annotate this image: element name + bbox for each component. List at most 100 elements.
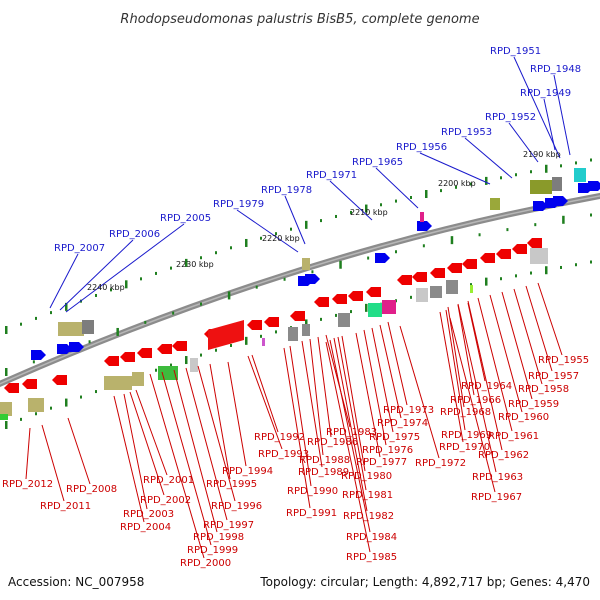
reverse-gene <box>397 275 412 285</box>
top-gene-label: RPD_2005 <box>160 213 211 224</box>
bottom-gene-label: RPD_2002 <box>140 495 191 506</box>
scale-tick <box>590 260 592 264</box>
bottom-leader-line <box>309 338 324 456</box>
scale-tick <box>290 227 292 231</box>
scale-tick <box>422 244 425 248</box>
reverse-gene <box>430 268 445 278</box>
bottom-gene-label: RPD_1986 <box>307 437 358 448</box>
bottom-leader-line <box>513 288 543 385</box>
reverse-gene <box>22 379 37 389</box>
feature-box <box>104 376 132 390</box>
scale-tick <box>515 274 517 278</box>
bottom-gene-label: RPD_1968 <box>440 407 491 418</box>
reverse-gene <box>264 317 279 327</box>
bottom-leader-line <box>283 347 311 509</box>
scale-tick <box>365 303 368 312</box>
scale-tick <box>65 302 68 311</box>
reverse-gene <box>120 352 135 362</box>
scale-tick <box>500 277 502 281</box>
reverse-gene <box>104 356 119 366</box>
scale-tick <box>515 173 517 177</box>
bottom-gene-label: RPD_1981 <box>342 490 393 501</box>
bottom-gene-label: RPD_1972 <box>415 458 466 469</box>
bottom-leader-line <box>41 424 65 502</box>
scale-tick <box>440 189 442 193</box>
feature-box <box>28 398 44 412</box>
bottom-leader-line <box>457 304 475 396</box>
top-gene-label: RPD_1951 <box>490 46 541 57</box>
top-leader-line <box>236 209 299 253</box>
forward-gene <box>375 253 390 263</box>
top-leader-line <box>464 137 513 179</box>
bottom-gene-label: RPD_1989 <box>298 467 349 478</box>
scale-tick <box>125 280 128 289</box>
scale-tick <box>172 311 175 315</box>
scale-tick <box>350 210 352 214</box>
top-leader-line <box>553 74 571 156</box>
scale-tick <box>575 161 577 165</box>
scale-tick <box>339 260 342 269</box>
bottom-leader-line <box>209 363 231 480</box>
top-leader-line <box>543 98 556 151</box>
tick-layer <box>5 158 592 429</box>
bottom-leader-line <box>129 391 165 496</box>
scale-tick <box>95 293 97 297</box>
scale-tick <box>200 256 202 260</box>
scale-tick <box>215 251 217 255</box>
reverse-gene <box>247 320 262 330</box>
scale-tick <box>50 311 52 315</box>
bottom-leader-line <box>289 345 312 487</box>
top-leader-line <box>59 239 134 311</box>
bottom-gene-label: RPD_1994 <box>222 466 273 477</box>
bottom-gene-label: RPD_1959 <box>508 399 559 410</box>
bottom-gene-label: RPD_2008 <box>66 484 117 495</box>
bottom-leader-line <box>447 306 465 408</box>
top-leader-line <box>284 195 306 245</box>
scale-tick <box>260 334 262 338</box>
forward-gene <box>69 342 84 352</box>
bottom-gene-label: RPD_1963 <box>472 472 523 483</box>
kbp-label: 2240 kbp <box>87 283 125 292</box>
reverse-gene <box>52 375 67 385</box>
bottom-leader-line <box>325 341 371 553</box>
top-label-layer: RPD_1951 RPD_1948 RPD_1949 RPD_1952 RPD_1953… <box>54 46 581 254</box>
forward-gene <box>57 344 72 354</box>
reverse-gene <box>157 344 172 354</box>
forward-gene <box>305 274 320 284</box>
feature-box <box>574 168 586 182</box>
bottom-gene-label: RPD_1955 <box>538 355 589 366</box>
scale-tick <box>155 368 157 372</box>
feature-box <box>382 300 396 314</box>
feature-box <box>430 286 442 298</box>
feature-box <box>420 212 424 222</box>
scale-tick <box>215 348 217 352</box>
kbp-label: 2200 kbp <box>438 179 476 188</box>
feature-box <box>262 338 265 346</box>
scale-tick <box>500 176 502 180</box>
top-leader-line <box>419 152 491 185</box>
feature-box <box>302 324 310 336</box>
bottom-leader-line <box>467 300 503 451</box>
scale-tick <box>350 310 352 314</box>
top-gene-label: RPD_1979 <box>213 199 264 210</box>
scale-tick <box>485 176 488 185</box>
scale-tick <box>534 223 537 227</box>
bottom-leader-line <box>301 340 323 468</box>
reverse-gene <box>290 311 305 321</box>
bottom-gene-label: RPD_1964 <box>461 381 512 392</box>
scale-tick <box>140 277 142 281</box>
reverse-gene <box>462 259 477 269</box>
scale-tick <box>65 398 68 407</box>
scale-tick <box>530 170 532 174</box>
scale-tick <box>590 213 592 217</box>
forward-gene <box>417 221 432 231</box>
top-gene-label: RPD_1965 <box>352 157 403 168</box>
feature-box <box>446 280 458 294</box>
scale-tick <box>95 390 97 394</box>
scale-tick <box>35 316 37 320</box>
bottom-gene-label: RPD_1999 <box>187 545 238 556</box>
scale-tick <box>245 336 248 345</box>
scale-tick <box>50 406 52 410</box>
scale-tick <box>20 322 22 326</box>
